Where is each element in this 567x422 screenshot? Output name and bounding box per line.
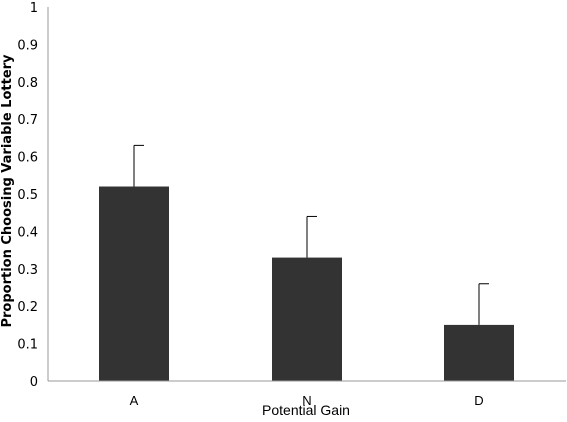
x-tick-label: A <box>130 393 139 408</box>
bar-d <box>444 324 514 381</box>
y-tick-label: 0.6 <box>17 151 38 166</box>
y-tick-label: 0.5 <box>17 188 38 203</box>
y-tick-label: 0.2 <box>17 300 38 315</box>
bar-n <box>272 257 342 381</box>
error-bars <box>133 144 489 325</box>
y-tick-label: 0.4 <box>17 225 38 240</box>
bar-a <box>99 186 169 381</box>
y-tick-label: 1 <box>30 1 38 16</box>
x-axis-title: Potential Gain <box>262 402 350 418</box>
x-tick-label: N <box>302 393 311 408</box>
y-tick-label: 0.9 <box>17 38 38 53</box>
x-tick-label: D <box>474 393 483 408</box>
bars <box>99 186 514 381</box>
y-tick-label: 0 <box>30 375 38 390</box>
y-axis-title: Proportion Choosing Variable Lottery <box>0 54 15 328</box>
y-tick-label: 0.7 <box>17 113 38 128</box>
y-tick-label: 0.8 <box>17 76 38 91</box>
y-axis-ticks: 0 0.1 0.2 0.3 0.4 0.5 0.6 0.7 0.8 0.9 1 <box>17 1 38 390</box>
y-tick-label: 0.3 <box>17 263 38 278</box>
y-tick-label: 0.1 <box>17 338 38 353</box>
